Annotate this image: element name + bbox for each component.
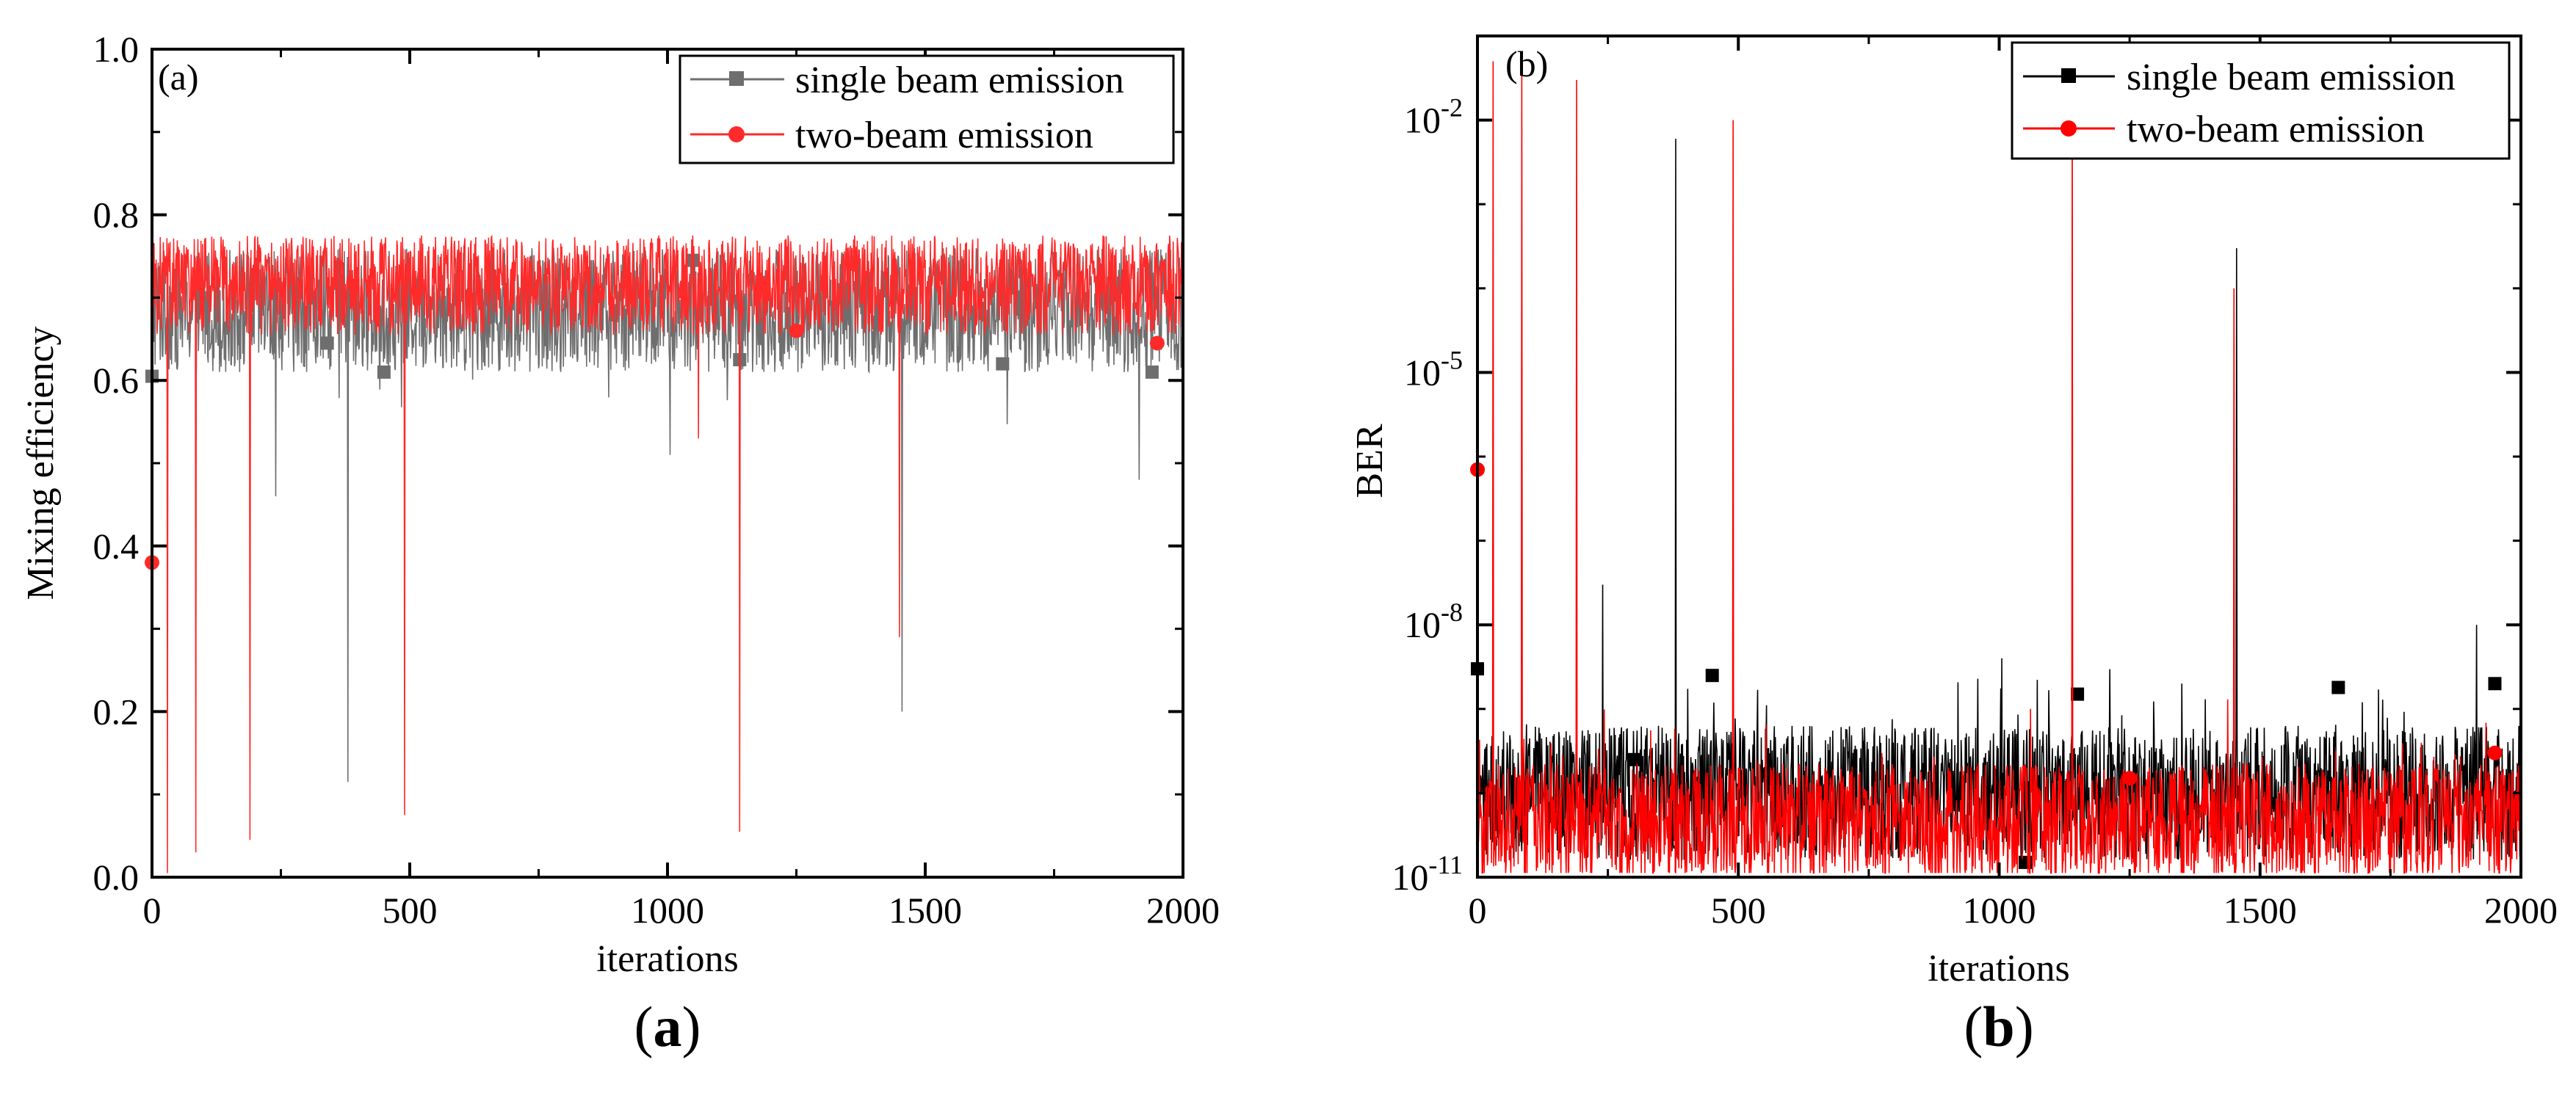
panel-a-legend-box	[679, 54, 1175, 164]
data-b-marker-single-5	[2331, 680, 2345, 694]
series-b-line-single	[1477, 139, 2522, 861]
data-marker-single-5	[996, 357, 1010, 371]
x-tick-label: 1500	[889, 890, 962, 931]
legend-b-label-single: single beam emission	[2127, 57, 2456, 98]
panel-b-caption: (b)	[1964, 995, 2033, 1058]
panel-a-plot-area	[145, 234, 1184, 874]
y-b-tick-label: 10-8	[1404, 598, 1463, 645]
legend-b-marker-two	[2061, 120, 2077, 137]
panel-a-ylabel: Mixing efficiency	[20, 326, 62, 600]
y-tick-label: 0.6	[93, 360, 140, 401]
legend-marker-single	[729, 71, 744, 86]
data-marker-single-1	[320, 336, 334, 350]
x-tick-label: 2000	[1146, 890, 1220, 931]
panel-a-caption: (a)	[634, 995, 701, 1058]
legend-label-single: single beam emission	[795, 59, 1124, 101]
data-b-marker-single-2	[1705, 669, 1719, 683]
x-b-tick-label: 1000	[1963, 890, 2036, 931]
panel-b-ylabel: BER	[1349, 424, 1391, 498]
y-b-tick-label: 10-2	[1404, 93, 1463, 141]
legend-label-two: two-beam emission	[795, 115, 1093, 156]
panel-a: 0 500 1000 1500 2000 0.0 0.2 0.4 0.6 0.8 1.0 (a) i…	[20, 29, 1220, 1058]
y-b-tick-label: 10-5	[1404, 345, 1463, 393]
x-b-tick-label: 1500	[2224, 890, 2297, 931]
caption-b-letter: b	[1983, 995, 2014, 1058]
y-tick-label: 0.2	[93, 691, 140, 732]
data-b-marker-two-2	[2487, 745, 2503, 760]
panel-b: 0 500 1000 1500 2000 10-11 10-8 10-5 10-2 (b) it…	[1349, 35, 2558, 1058]
panel-a-xlabel: iterations	[596, 938, 739, 980]
caption-b-close: )	[2015, 995, 2034, 1058]
caption-a-letter: a	[654, 995, 682, 1058]
caption-a-close: )	[682, 995, 701, 1058]
y-tick-label: 0.4	[93, 526, 140, 567]
panel-b-xlabel: iterations	[1928, 948, 2070, 989]
panel-b-label: (b)	[1505, 43, 1548, 84]
data-b-marker-single-4	[2071, 687, 2085, 701]
series-b-line-two	[1477, 61, 2522, 874]
x-b-tick-label: 2000	[2484, 890, 2558, 931]
data-marker-single-2	[377, 365, 391, 379]
series-line-two	[151, 234, 1184, 874]
x-tick-label: 0	[143, 890, 162, 931]
y-tick-label: 0.0	[93, 857, 140, 898]
y-tick-label: 1.0	[93, 29, 140, 70]
x-b-tick-label: 0	[1469, 890, 1487, 931]
data-b-marker-single-6	[2488, 677, 2502, 691]
x-tick-label: 500	[383, 890, 438, 931]
panel-b-plot-area	[1470, 61, 2522, 874]
panel-b-legend: single beam emission two-beam emission	[2011, 41, 2511, 160]
x-b-tick-label: 500	[1711, 890, 1766, 931]
data-b-marker-single-1	[1627, 752, 1641, 766]
panel-a-legend: single beam emission two-beam emission	[679, 54, 1175, 164]
panel-b-legend-box	[2011, 41, 2511, 160]
panel-b-axes: 0 500 1000 1500 2000 10-11 10-8 10-5 10-2	[1392, 35, 2558, 931]
legend-b-marker-single	[2061, 68, 2076, 83]
x-tick-label: 1000	[631, 890, 704, 931]
y-tick-label: 0.8	[93, 195, 140, 236]
legend-b-label-two: two-beam emission	[2127, 109, 2425, 150]
caption-b-open: (	[1964, 995, 1983, 1058]
panel-a-axes: 0 500 1000 1500 2000 0.0 0.2 0.4 0.6 0.8 1.0	[93, 29, 1220, 931]
panel-a-label: (a)	[158, 57, 199, 98]
y-b-tick-label: 10-11	[1392, 850, 1463, 898]
data-marker-two-1	[789, 323, 804, 338]
legend-marker-two	[728, 126, 745, 142]
data-marker-two-2	[1149, 335, 1165, 351]
panel-a-frame	[151, 48, 1184, 879]
data-marker-single-6	[1145, 365, 1159, 379]
data-b-marker-two-1	[2122, 771, 2138, 786]
caption-a-open: (	[634, 995, 654, 1058]
